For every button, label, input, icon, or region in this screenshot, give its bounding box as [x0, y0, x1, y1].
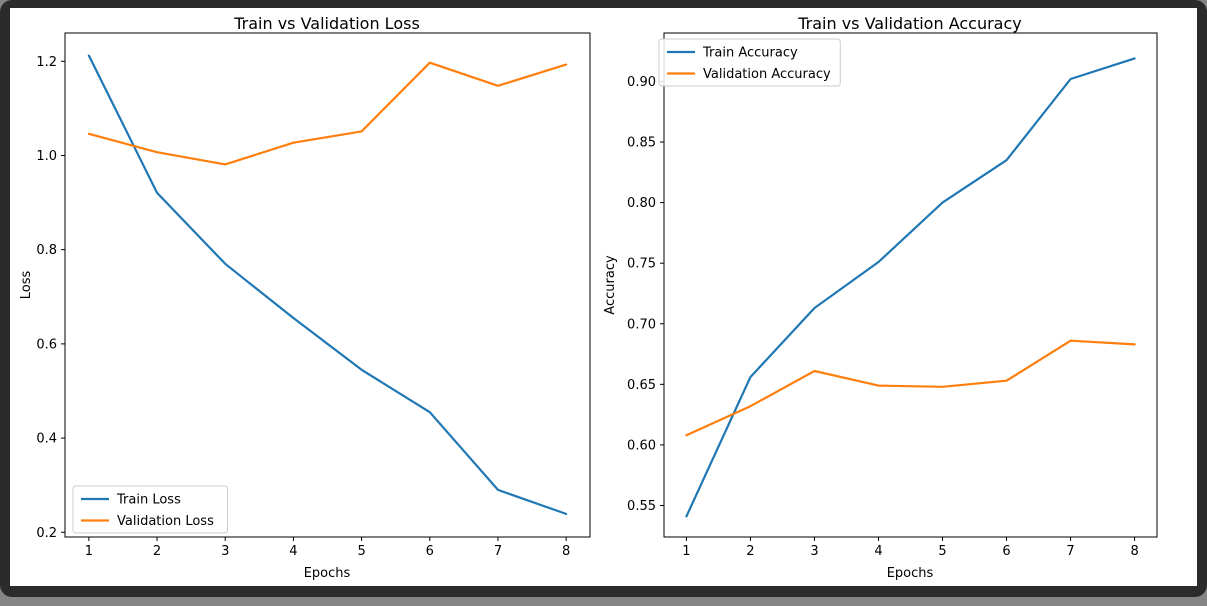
legend-label-1: Validation Accuracy — [703, 67, 831, 82]
y-tick-label: 0.80 — [627, 196, 656, 211]
accuracy-yaxis-label: Accuracy — [603, 255, 618, 315]
y-tick-label: 0.2 — [36, 526, 57, 541]
y-tick-label: 0.6 — [36, 337, 57, 352]
x-tick-label: 1 — [682, 544, 690, 559]
x-tick-label: 2 — [746, 544, 754, 559]
y-tick-label: 0.70 — [627, 317, 656, 332]
y-tick-label: 0.60 — [627, 438, 656, 453]
y-tick-label: 0.4 — [36, 432, 57, 447]
x-tick-label: 7 — [1066, 544, 1074, 559]
axes-spines — [663, 32, 1158, 538]
accuracy-xaxis-label: Epochs — [886, 566, 934, 581]
figure-canvas: 1 2 3 4 5 6 7 8 0.2 0.4 0.6 0.8 1.0 1.2 Train Loss Vali… — [36, 32, 1158, 559]
x-tick-label: 3 — [810, 544, 818, 559]
series-line-1 — [685, 339, 1136, 437]
y-tick-label: 0.75 — [627, 257, 656, 272]
accuracy-chart-title: Train vs Validation Accuracy — [798, 14, 1022, 33]
series-line-0 — [685, 57, 1136, 518]
y-tick-label: 0.65 — [627, 378, 656, 393]
series-line-0 — [87, 54, 568, 515]
loss-chart-title: Train vs Validation Loss — [234, 14, 420, 33]
x-tick-label: 6 — [1002, 544, 1010, 559]
x-tick-label: 8 — [1130, 544, 1138, 559]
legend: Train Loss Validation Loss — [72, 485, 228, 534]
matplotlib-figure: 1 2 3 4 5 6 7 8 0.2 0.4 0.6 0.8 1.0 1.2 Train Loss Vali… — [10, 8, 1197, 586]
x-tick-label: 5 — [938, 544, 946, 559]
loss-chart: 1 2 3 4 5 6 7 8 0.2 0.4 0.6 0.8 1.0 1.2 Train Loss Vali… — [36, 32, 591, 559]
accuracy-chart: 1 2 3 4 5 6 7 8 0.55 0.60 0.65 0.70 0.75 0.80 0.85 0.90… — [627, 32, 1158, 559]
x-tick-label: 2 — [153, 544, 161, 559]
legend-label-1: Validation Loss — [117, 514, 214, 529]
y-tick-label: 0.85 — [627, 136, 656, 151]
x-tick-label: 8 — [562, 544, 570, 559]
x-tick-label: 3 — [221, 544, 229, 559]
y-tick-label: 0.8 — [36, 243, 57, 258]
legend-label-0: Train Accuracy — [702, 46, 798, 61]
y-tick-label: 1.0 — [36, 149, 57, 164]
y-tick-label: 0.90 — [627, 75, 656, 90]
legend-label-0: Train Loss — [116, 493, 181, 508]
x-tick-label: 5 — [357, 544, 365, 559]
axes-spines — [64, 32, 591, 538]
y-tick-label: 1.2 — [36, 55, 57, 70]
legend-box — [658, 38, 841, 87]
legend-box — [72, 485, 228, 534]
series-line-1 — [87, 61, 568, 166]
loss-yaxis-label: Loss — [19, 270, 34, 300]
x-tick-label: 4 — [289, 544, 297, 559]
x-tick-label: 1 — [85, 544, 93, 559]
legend: Train Accuracy Validation Accuracy — [658, 38, 841, 87]
x-tick-label: 4 — [874, 544, 882, 559]
x-tick-label: 7 — [494, 544, 502, 559]
x-tick-label: 6 — [426, 544, 434, 559]
loss-xaxis-label: Epochs — [303, 566, 351, 581]
y-tick-label: 0.55 — [627, 499, 656, 514]
